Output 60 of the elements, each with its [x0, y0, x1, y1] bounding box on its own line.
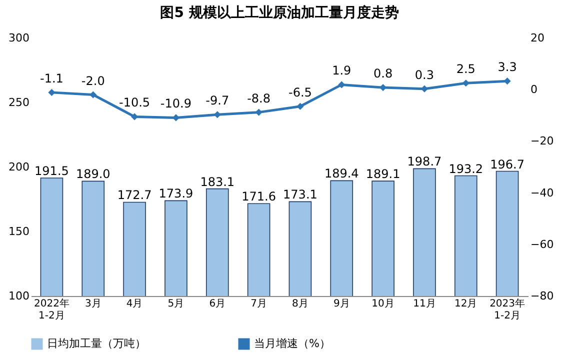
y2-tick-label: 0: [530, 83, 538, 96]
x-tick-label: 6月: [209, 298, 226, 310]
data-label: 173.9: [158, 186, 194, 201]
point: [131, 113, 138, 120]
y2-tick-label: −60: [530, 238, 554, 251]
data-label: 189.0: [76, 167, 110, 182]
x-tick-label: 2022年 1-2月: [34, 298, 70, 322]
y-tick-label: 250: [8, 96, 30, 109]
data-label: 193.2: [448, 162, 484, 176]
data-label: 1.9: [332, 64, 352, 78]
x-tick-label: 3月: [84, 298, 102, 310]
x-tick-label: 2023年 1-2月: [490, 298, 526, 322]
y-tick-label: 300: [8, 32, 30, 44]
chart-title: 图5 规模以上工业原油加工量月度走势: [160, 4, 399, 21]
point: [214, 111, 221, 118]
data-label: -10.9: [160, 96, 192, 111]
point: [462, 80, 470, 87]
x-tick-label: 10月: [372, 298, 394, 310]
x-tick-label: 11月: [413, 298, 436, 310]
data-label: 0.3: [414, 68, 434, 82]
x-tick-label: 12月: [454, 298, 478, 310]
legend-label: 当月增速（%）: [254, 337, 330, 350]
x-tick-label: 8月: [292, 298, 308, 310]
x-tick-label: 7月: [250, 298, 267, 310]
data-label: 191.5: [34, 164, 69, 178]
data-label: 189.4: [324, 166, 359, 181]
y-tick-label: 150: [8, 225, 30, 238]
data-label: -10.5: [119, 96, 150, 110]
data-label: 3.3: [498, 60, 517, 74]
y2-tick-label: −20: [530, 134, 554, 148]
x-tick-label: 5月: [168, 298, 184, 310]
point: [48, 88, 56, 96]
data-label: 172.7: [117, 188, 152, 202]
y2-tick-label: 20: [530, 32, 544, 44]
point: [338, 81, 346, 88]
y-tick-label: 100: [8, 290, 30, 302]
data-label: 0.8: [373, 66, 393, 81]
data-label: -2.0: [81, 74, 105, 88]
point: [90, 91, 97, 98]
data-label: -1.1: [40, 71, 64, 86]
data-label: -9.7: [206, 94, 230, 108]
data-label: 183.1: [200, 174, 235, 189]
legend-label: 日均加工量（万吨）: [47, 337, 146, 350]
point: [296, 102, 304, 110]
y-tick-label: 200: [8, 160, 30, 174]
data-label: -8.8: [247, 91, 271, 106]
point: [255, 108, 262, 116]
point: [504, 78, 511, 85]
x-tick-label: 9月: [333, 298, 350, 310]
data-label: 2.5: [456, 62, 476, 76]
y2-tick-label: −80: [530, 290, 554, 302]
x-tick-label: 4月: [126, 298, 143, 310]
data-label: 189.1: [366, 167, 400, 182]
data-label: 198.7: [407, 154, 442, 169]
data-label: 173.1: [283, 188, 318, 202]
data-label: 171.6: [242, 190, 276, 204]
data-label: 196.7: [490, 157, 524, 172]
point: [172, 114, 180, 122]
data-label: -6.5: [288, 85, 312, 100]
y2-tick-label: −40: [530, 186, 554, 200]
